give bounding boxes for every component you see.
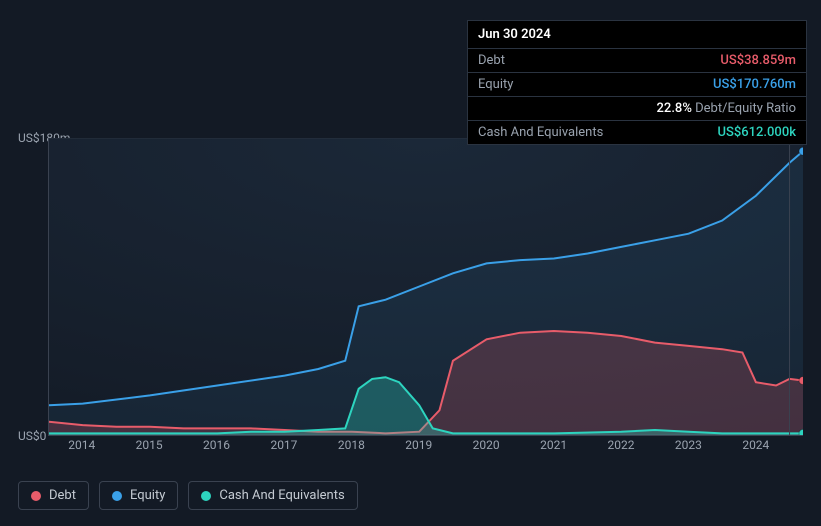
tooltip-row-label: Cash And Equivalents xyxy=(478,125,603,140)
series-endpoint-dot xyxy=(799,377,803,385)
x-axis-label: 2021 xyxy=(540,438,567,452)
series-endpoint-dot xyxy=(799,147,803,155)
x-axis-label: 2015 xyxy=(136,438,163,452)
x-axis-label: 2023 xyxy=(675,438,702,452)
legend-item[interactable]: Debt xyxy=(18,481,89,510)
tooltip-panel: Jun 30 2024 Debt US$38.859m Equity US$170.7… xyxy=(467,20,807,145)
tooltip-row: Equity US$170.760m xyxy=(468,73,806,97)
legend-item[interactable]: Equity xyxy=(99,481,178,510)
legend-item[interactable]: Cash And Equivalents xyxy=(188,481,357,510)
legend-label: Debt xyxy=(49,488,76,503)
plot-area[interactable] xyxy=(48,138,803,436)
x-axis-label: 2018 xyxy=(338,438,365,452)
tooltip-row-label: Debt xyxy=(478,53,505,68)
tooltip-row: 22.8% Debt/Equity Ratio xyxy=(468,97,806,121)
legend-label: Cash And Equivalents xyxy=(219,488,344,503)
x-axis-label: 2016 xyxy=(203,438,230,452)
x-axis-label: 2017 xyxy=(270,438,297,452)
y-axis-label: US$0 xyxy=(18,429,46,443)
chart-container: US$0US$180m 2014201520162017201820192020… xyxy=(18,120,803,456)
tooltip-row: Cash And Equivalents US$612.000k xyxy=(468,121,806,144)
tooltip-row-value: US$38.859m xyxy=(720,53,796,68)
tooltip-row-value: US$612.000k xyxy=(718,125,797,140)
legend: Debt Equity Cash And Equivalents xyxy=(18,481,358,510)
x-axis-label: 2022 xyxy=(607,438,634,452)
legend-dot-icon xyxy=(201,491,211,501)
x-axis-label: 2020 xyxy=(473,438,500,452)
x-axis-label: 2014 xyxy=(68,438,95,452)
tooltip-row: Debt US$38.859m xyxy=(468,49,806,73)
tooltip-row-suffix: Debt/Equity Ratio xyxy=(692,101,796,116)
x-axis-label: 2019 xyxy=(405,438,432,452)
tooltip-row-value: 22.8% xyxy=(657,101,692,116)
legend-label: Equity xyxy=(130,488,165,503)
x-axis-label: 2024 xyxy=(742,438,769,452)
tooltip-date: Jun 30 2024 xyxy=(468,21,806,49)
legend-dot-icon xyxy=(112,491,122,501)
tooltip-row-value: US$170.760m xyxy=(713,77,796,92)
tooltip-row-label: Equity xyxy=(478,77,513,92)
legend-dot-icon xyxy=(31,491,41,501)
